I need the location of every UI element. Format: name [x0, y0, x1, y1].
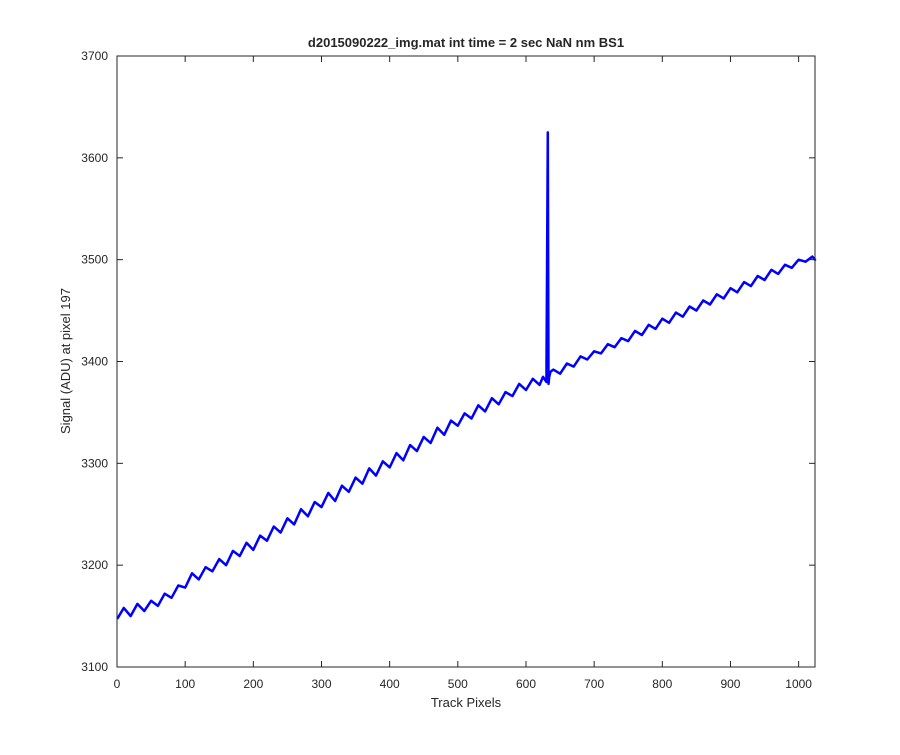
- y-tick-label-6: 3700: [81, 49, 108, 63]
- x-tick-label-8: 800: [652, 677, 672, 691]
- x-tick-label-3: 300: [311, 677, 331, 691]
- y-axis-ticks: 3100 3200 3300 3400 3500 3600 3700: [81, 49, 815, 674]
- x-tick-label-4: 400: [380, 677, 400, 691]
- x-tick-label-6: 600: [516, 677, 536, 691]
- series-line-0: [116, 131, 817, 620]
- y-tick-label-1: 3200: [81, 558, 108, 572]
- x-tick-label-9: 900: [720, 677, 740, 691]
- x-tick-label-5: 500: [448, 677, 468, 691]
- y-tick-label-0: 3100: [81, 660, 108, 674]
- y-tick-label-5: 3600: [81, 151, 108, 165]
- x-axis-label: Track Pixels: [431, 695, 502, 710]
- x-tick-label-7: 700: [584, 677, 604, 691]
- y-tick-label-3: 3400: [81, 355, 108, 369]
- x-axis-ticks: 0 100 200 300 400 500 600 700 800 900 1000: [114, 56, 812, 691]
- x-tick-label-10: 1000: [785, 677, 812, 691]
- x-tick-label-2: 200: [243, 677, 263, 691]
- y-tick-label-2: 3300: [81, 456, 108, 470]
- chart-title: d2015090222_img.mat int time = 2 sec NaN…: [308, 35, 624, 50]
- plot-area-background: [117, 56, 815, 667]
- y-tick-label-4: 3500: [81, 253, 108, 267]
- x-tick-label-1: 100: [175, 677, 195, 691]
- y-axis-label: Signal (ADU) at pixel 197: [58, 288, 73, 434]
- series-layer: [116, 131, 817, 620]
- x-tick-label-0: 0: [114, 677, 121, 691]
